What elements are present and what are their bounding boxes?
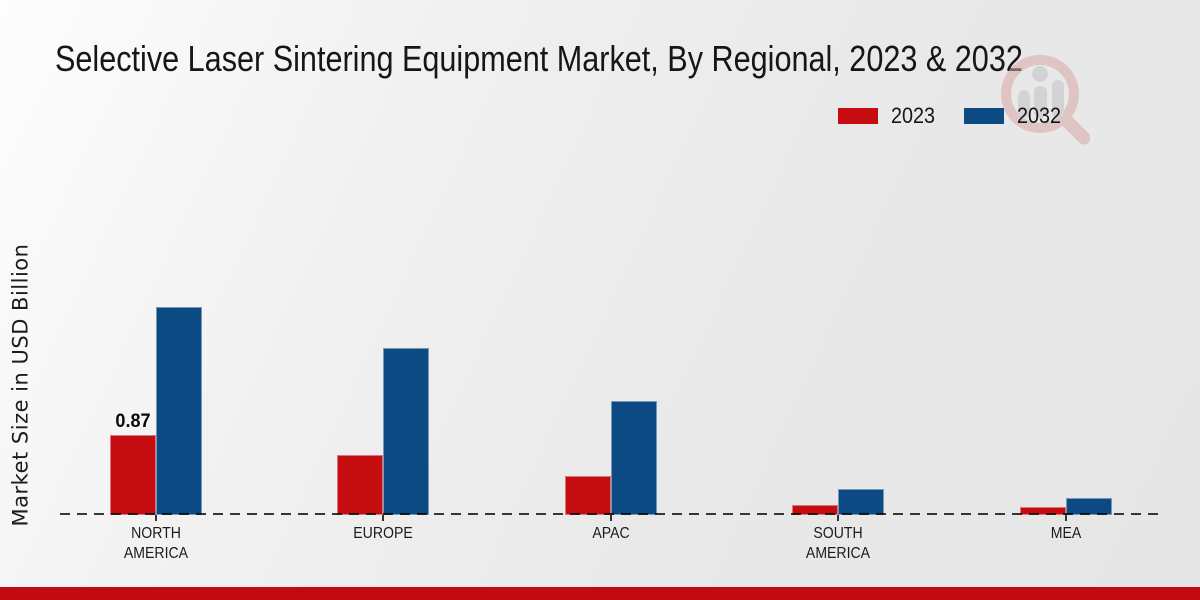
bar-2023-north-america bbox=[110, 434, 156, 515]
legend-item-2032: 2032 bbox=[963, 103, 1066, 129]
x-tick-label-south-america: SOUTH AMERICA bbox=[806, 525, 871, 562]
x-tick-south-america bbox=[837, 515, 840, 521]
x-tick-label-europe: EUROPE bbox=[353, 525, 414, 542]
y-axis-label-wrap: Market Size in USD Billion bbox=[0, 225, 40, 545]
bar-group-north-america: 0.87 bbox=[110, 280, 202, 515]
y-axis-label: Market Size in USD Billion bbox=[8, 243, 33, 527]
legend-item-2023: 2023 bbox=[838, 103, 940, 129]
x-tick-label-apac: APAC bbox=[592, 525, 630, 542]
magnifier-people-watermark-icon bbox=[1001, 55, 1090, 145]
legend: 2023 2032 bbox=[838, 103, 1066, 129]
legend-label-2032: 2032 bbox=[1016, 103, 1062, 128]
x-axis-baseline bbox=[60, 513, 1160, 515]
legend-label-2023: 2023 bbox=[891, 103, 936, 128]
chart-title: Selective Laser Sintering Equipment Mark… bbox=[55, 38, 1023, 79]
x-tick-apac bbox=[609, 515, 612, 521]
bar-2023-apac bbox=[564, 476, 611, 515]
bar-group-mea bbox=[1019, 280, 1112, 515]
x-tick-europe bbox=[382, 515, 385, 521]
footer-accent-bar bbox=[0, 587, 1200, 600]
x-tick-label-mea: MEA bbox=[1050, 525, 1081, 542]
bar-group-south-america bbox=[792, 280, 885, 515]
bar-2032-south-america bbox=[838, 489, 885, 515]
x-tick-north-america bbox=[155, 515, 157, 521]
x-tick-label-north-america: NORTH AMERICA bbox=[123, 525, 189, 562]
legend-swatch-2032 bbox=[963, 108, 1004, 124]
bar-group-apac bbox=[564, 280, 657, 515]
bar-2032-europe bbox=[383, 348, 430, 515]
legend-swatch-2023 bbox=[838, 108, 878, 124]
plot-area: 0.87 bbox=[60, 280, 1160, 515]
bar-group-europe bbox=[337, 280, 430, 515]
bar-2023-europe bbox=[337, 455, 384, 515]
bar-2032-apac bbox=[610, 400, 657, 515]
x-tick-mea bbox=[1064, 515, 1067, 521]
x-axis: NORTH AMERICA EUROPE APAC SOUTH AMERICA MEA bbox=[60, 515, 1160, 575]
bar-value-label-north-america: 0.87 bbox=[115, 410, 151, 432]
